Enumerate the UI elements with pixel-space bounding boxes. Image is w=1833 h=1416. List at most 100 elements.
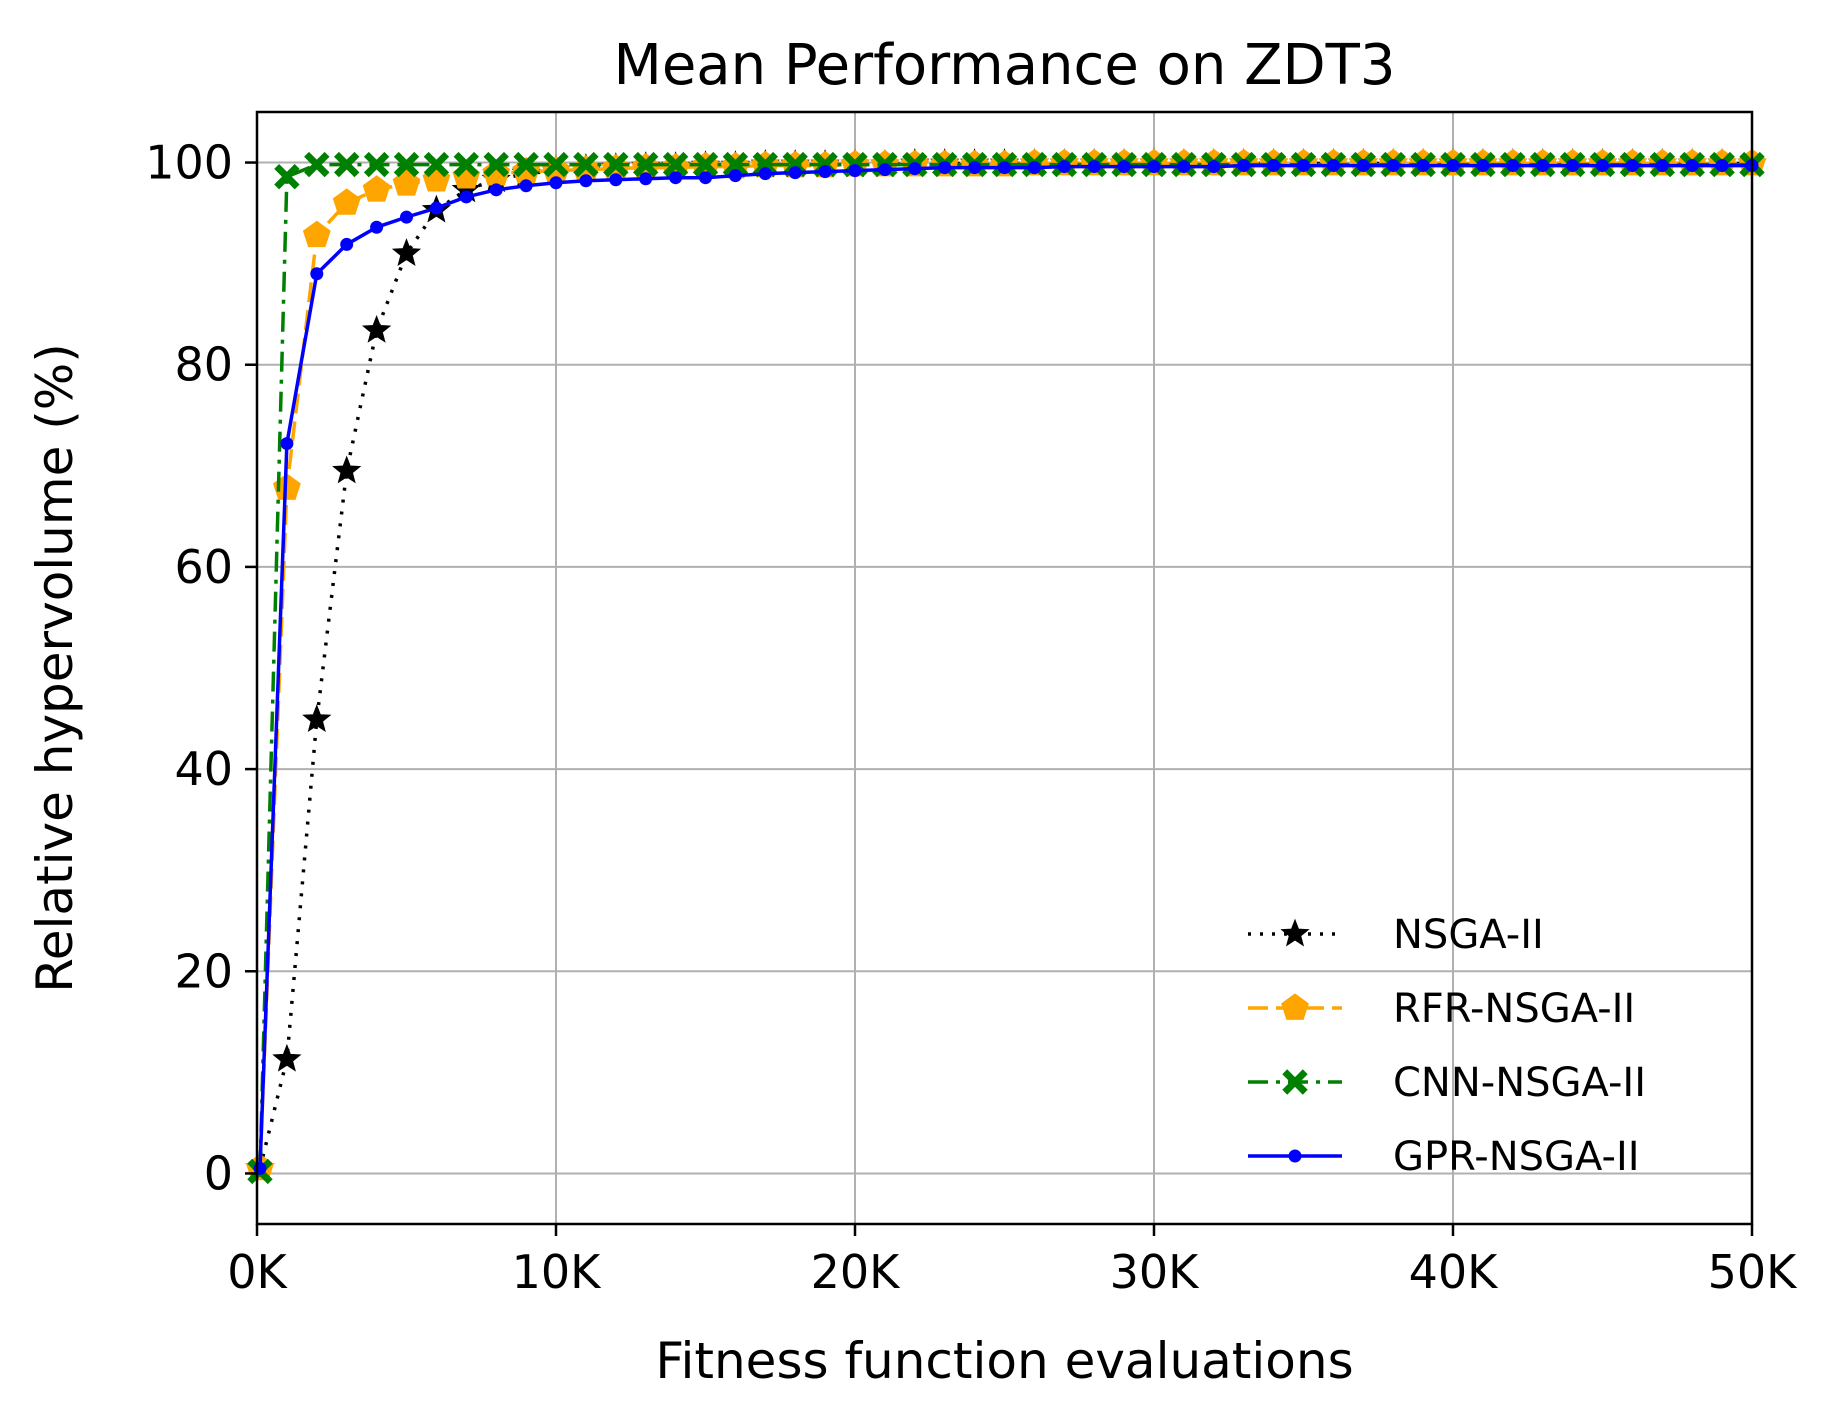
y-tick-label: 0 [204,1146,233,1200]
data-point-cnn-nsga-ii [363,151,390,178]
axis-ticks: 0K 10K 20K 30K 40K 50K 0 20 40 60 80 100 [145,136,1798,1299]
data-point-gpr-nsga-ii [1715,159,1729,173]
data-point-gpr-nsga-ii [1625,159,1639,173]
data-point-gpr-nsga-ii [1207,160,1221,174]
x-tick-label: 30K [1110,1245,1201,1299]
data-point-cnn-nsga-ii [483,151,509,178]
data-point-nsga-ii [361,314,392,343]
data-point-gpr-nsga-ii [1147,160,1161,174]
y-tick-label: 60 [174,540,233,594]
x-tick-label: 50K [1708,1245,1799,1299]
data-point-gpr-nsga-ii [938,161,952,175]
legend-item-rfr-nsga-ii: RFR-NSGA-II [1248,986,1635,1032]
data-point-gpr-nsga-ii [280,437,294,451]
data-point-nsga-ii [302,704,332,733]
legend-label-nsga-ii: NSGA-II [1393,912,1544,958]
data-point-cnn-nsga-ii [543,151,569,178]
data-point-gpr-nsga-ii [1566,159,1580,173]
data-point-gpr-nsga-ii [1057,160,1071,174]
data-point-cnn-nsga-ii [632,151,659,178]
data-point-gpr-nsga-ii [400,210,413,224]
data-point-gpr-nsga-ii [639,172,653,186]
legend-label-rfr-nsga-ii: RFR-NSGA-II [1393,986,1635,1032]
y-tick-label: 100 [145,136,233,190]
data-point-gpr-nsga-ii [609,173,623,187]
data-point-cnn-nsga-ii [333,151,360,178]
x-tick-label: 0K [227,1245,288,1299]
data-point-gpr-nsga-ii [1476,159,1490,173]
data-point-gpr-nsga-ii [1536,159,1550,173]
data-point-gpr-nsga-ii [370,220,384,234]
legend-label-cnn-nsga-ii: CNN-NSGA-II [1393,1060,1646,1106]
data-point-gpr-nsga-ii [728,169,742,183]
data-point-gpr-nsga-ii [669,171,683,185]
data-point-nsga-ii [272,1043,302,1072]
data-point-cnn-nsga-ii [513,151,539,178]
data-point-gpr-nsga-ii [1386,159,1400,173]
data-point-cnn-nsga-ii [603,151,629,178]
data-point-cnn-nsga-ii [304,151,330,178]
legend-item-cnn-nsga-ii: CNN-NSGA-II [1248,1060,1646,1106]
data-point-gpr-nsga-ii [1596,159,1609,173]
data-point-gpr-nsga-ii [1027,161,1041,175]
x-tick-label: 40K [1409,1245,1500,1299]
legend-marker-nsga-ii [1280,918,1310,947]
data-point-gpr-nsga-ii [1416,159,1430,173]
data-point-gpr-nsga-ii [549,176,563,190]
data-point-gpr-nsga-ii [1237,159,1251,173]
data-point-gpr-nsga-ii [1685,159,1699,173]
data-point-gpr-nsga-ii [699,171,712,185]
data-point-gpr-nsga-ii [908,162,922,176]
data-point-gpr-nsga-ii [579,174,593,188]
data-point-cnn-nsga-ii [274,163,300,190]
data-point-cnn-nsga-ii [393,151,420,178]
legend-item-nsga-ii: NSGA-II [1248,912,1544,958]
legend-marker-gpr-nsga-ii [1288,1149,1302,1163]
data-point-gpr-nsga-ii [429,201,443,215]
data-point-cnn-nsga-ii [423,151,450,178]
data-point-gpr-nsga-ii [1177,160,1191,174]
data-point-rfr-nsga-ii [362,175,391,202]
series-layer [245,148,1767,1185]
data-point-gpr-nsga-ii [818,165,832,179]
data-point-gpr-nsga-ii [1087,160,1101,174]
y-tick-label: 80 [174,338,233,392]
y-axis-label: Relative hypervolume (%) [26,343,84,993]
data-point-gpr-nsga-ii [1267,159,1281,173]
legend-marker-cnn-nsga-ii [1282,1069,1308,1095]
data-point-gpr-nsga-ii [1356,159,1370,173]
data-point-gpr-nsga-ii [1446,159,1460,173]
data-point-gpr-nsga-ii [1297,159,1310,173]
chart-title: Mean Performance on ZDT3 [614,33,1396,98]
x-axis-label: Fitness function evaluations [655,1332,1353,1390]
data-point-gpr-nsga-ii [968,161,982,175]
data-point-gpr-nsga-ii [848,164,862,178]
data-point-nsga-ii [391,238,422,266]
legend: NSGA-II RFR-NSGA-II CNN-NSGA-II GPR-NSGA-II [1248,912,1646,1180]
data-point-gpr-nsga-ii [1506,159,1520,173]
data-point-rfr-nsga-ii [332,188,361,215]
data-point-gpr-nsga-ii [519,179,533,193]
data-point-gpr-nsga-ii [1655,159,1669,173]
data-point-gpr-nsga-ii [489,183,503,197]
legend-item-gpr-nsga-ii: GPR-NSGA-II [1248,1134,1640,1180]
legend-marker-rfr-nsga-ii [1281,993,1309,1020]
data-point-nsga-ii [332,455,362,484]
y-tick-label: 40 [174,742,233,796]
data-point-gpr-nsga-ii [310,267,324,281]
data-point-cnn-nsga-ii [752,151,779,178]
data-point-gpr-nsga-ii [1117,160,1131,174]
data-point-gpr-nsga-ii [788,166,802,180]
data-point-rfr-nsga-ii [302,220,331,248]
data-point-gpr-nsga-ii [878,163,892,177]
x-tick-label: 10K [512,1245,603,1299]
y-tick-label: 20 [174,944,233,998]
data-point-cnn-nsga-ii [573,151,599,178]
data-point-gpr-nsga-ii [758,167,772,181]
data-point-gpr-nsga-ii [340,237,354,251]
series-gpr-nsga-ii [253,159,1759,1175]
data-point-gpr-nsga-ii [998,161,1011,175]
data-point-gpr-nsga-ii [459,190,473,204]
